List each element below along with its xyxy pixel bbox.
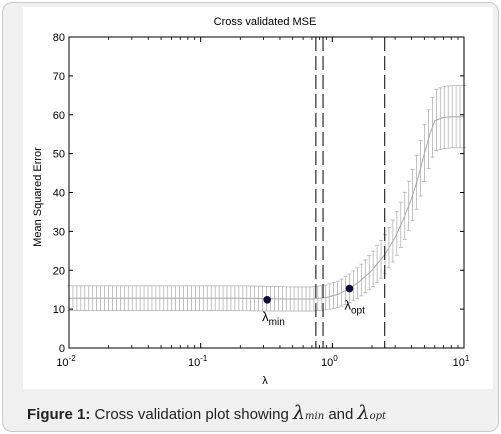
- plot-layer: λmin λopt 0 10 20 30 40 50 60 70 80 10-2 10-1 100 101: [53, 32, 470, 369]
- x-tick-label: 10-2: [56, 354, 76, 369]
- mse-curve: [69, 116, 464, 300]
- x-tick-label: 10-1: [188, 354, 208, 369]
- caption-sub-min: min: [305, 411, 325, 422]
- x-axis-label: λ: [262, 375, 268, 387]
- caption-lambda-min: λ: [292, 402, 306, 424]
- y-tick-label: 40: [53, 188, 65, 200]
- y-tick-label: 0: [59, 343, 65, 355]
- marker-opt: [345, 284, 354, 293]
- y-tick-label: 20: [53, 265, 65, 277]
- y-axis-label: Mean Squared Error: [32, 147, 44, 247]
- chart-title: Cross validated MSE: [214, 16, 317, 28]
- marker-min: [263, 295, 271, 304]
- x-tick-label: 100: [321, 354, 338, 369]
- y-tick-label: 50: [53, 149, 65, 161]
- caption-text: Cross validation plot showing: [94, 406, 289, 423]
- axes-box: [68, 36, 465, 349]
- marker-label-min: λmin: [262, 309, 285, 328]
- y-tick-label: 80: [53, 32, 65, 44]
- plot-area: Cross validated MSE Mean Squared Error λ…: [23, 7, 493, 389]
- marker-label-opt: λopt: [344, 298, 365, 317]
- caption-lambda-opt: λ: [357, 402, 370, 424]
- caption-conjunction: and: [328, 406, 354, 423]
- y-tick-label: 10: [53, 304, 65, 316]
- x-tick-label: 101: [453, 354, 470, 369]
- figure-caption: Figure 1: Cross validation plot showing …: [27, 402, 487, 428]
- y-tick-label: 70: [53, 71, 65, 83]
- cv-mse-chart: Cross validated MSE Mean Squared Error λ…: [32, 16, 470, 387]
- y-tick-label: 30: [53, 226, 65, 238]
- figure-label: Figure 1:: [27, 406, 91, 423]
- y-tick-label: 60: [53, 110, 65, 122]
- caption-sub-opt: opt: [369, 411, 387, 422]
